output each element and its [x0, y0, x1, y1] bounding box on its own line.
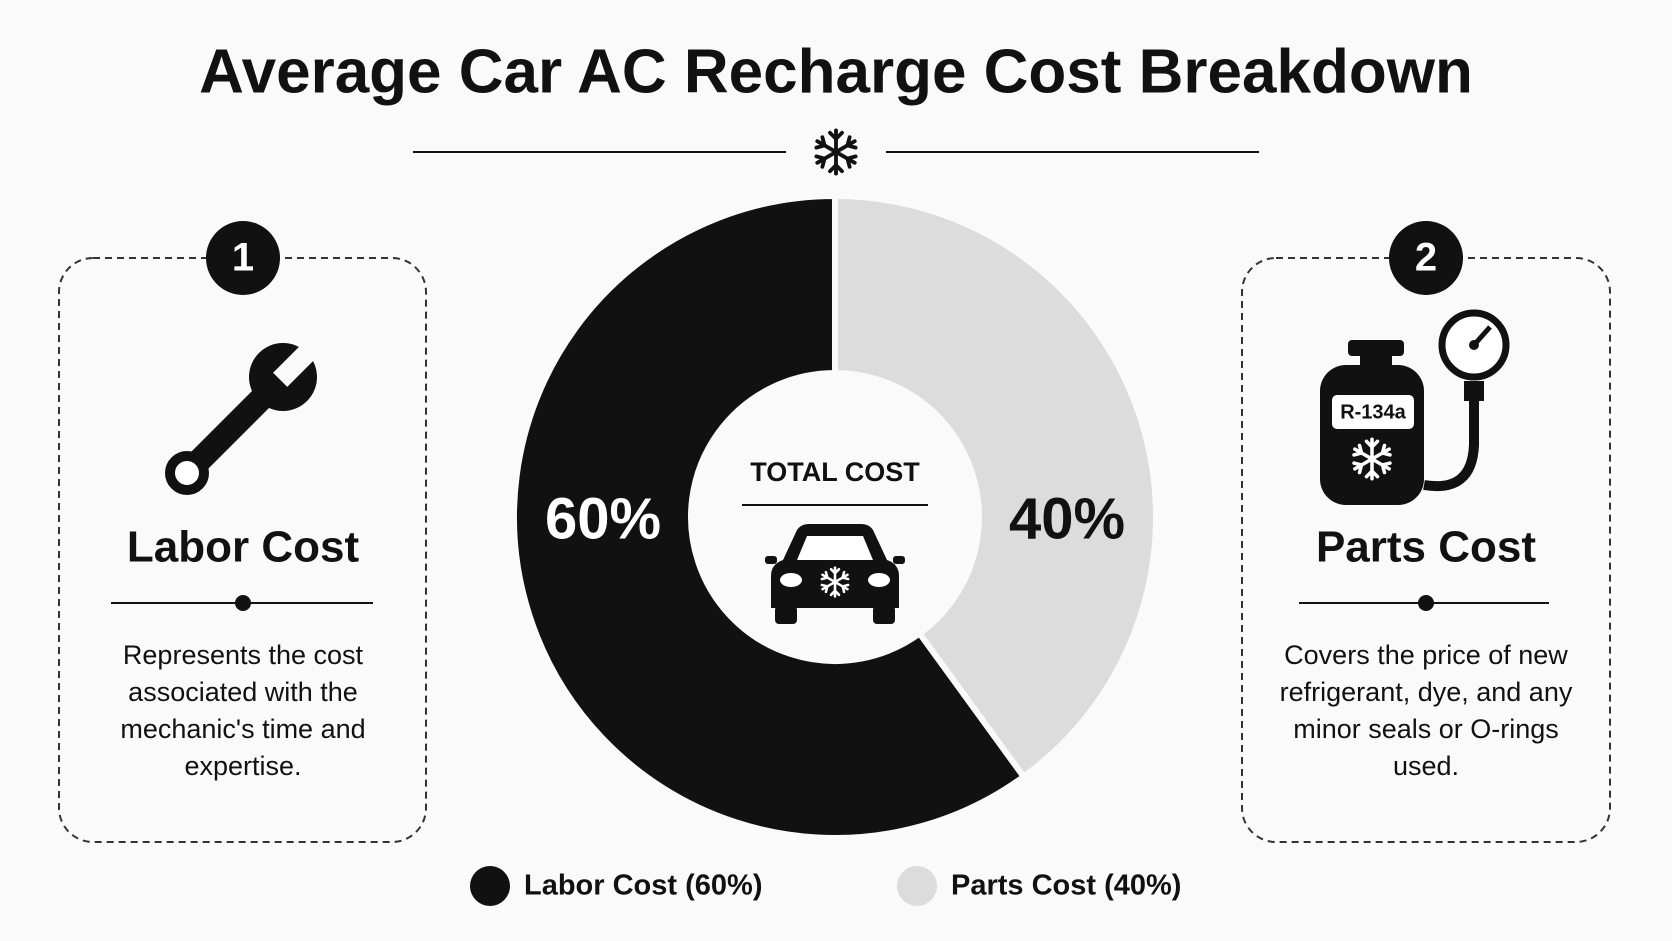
- card-description: mechanic's time and: [120, 714, 365, 744]
- card-description: associated with the: [128, 677, 358, 707]
- value-label: 40%: [1009, 486, 1125, 551]
- icon-label: R-134a: [1340, 401, 1406, 423]
- card-description: refrigerant, dye, and any: [1280, 677, 1573, 707]
- legend-label: Labor Cost (60%): [524, 870, 762, 902]
- legend-label: Parts Cost (40%): [951, 870, 1181, 902]
- labor-card: 1 Labor Cost: [58, 221, 427, 843]
- card-description: Represents the cost: [123, 640, 364, 670]
- card-description: expertise.: [184, 751, 301, 781]
- title-divider: [413, 128, 1259, 176]
- card-number: 1: [232, 236, 254, 280]
- donut-center: TOTAL COST: [742, 457, 928, 624]
- wrench-icon: [165, 333, 327, 495]
- donut-chart: 60% 40%: [511, 192, 1159, 841]
- legend-swatch: [470, 866, 510, 906]
- car-icon: [765, 524, 905, 624]
- card-description: Covers the price of new: [1284, 640, 1568, 670]
- donut-hole: [691, 373, 979, 661]
- card-title: Parts Cost: [1316, 523, 1536, 572]
- card-description: used.: [1393, 751, 1459, 781]
- card-title: Labor Cost: [127, 523, 360, 572]
- center-label: TOTAL COST: [750, 457, 920, 487]
- parts-card: 2 R-134a Parts Cost: [1241, 221, 1611, 843]
- legend-swatch: [897, 866, 937, 906]
- refrigerant-icon: R-134a: [1320, 309, 1510, 505]
- value-label: 60%: [545, 486, 661, 551]
- chart-title: Average Car AC Recharge Cost Breakdown: [199, 37, 1473, 106]
- card-number: 2: [1415, 236, 1437, 280]
- card-description: minor seals or O-rings: [1293, 714, 1559, 744]
